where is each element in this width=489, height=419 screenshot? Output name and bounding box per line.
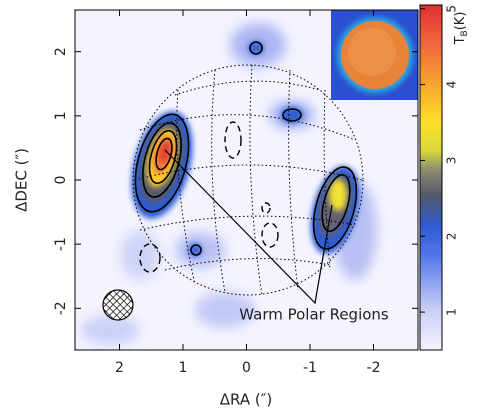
annotation: Warm Polar Regions [239,306,389,324]
x-tick-label: 1 [179,360,188,376]
x-tick-label: -1 [303,360,317,376]
colorbar [420,5,442,350]
x-axis-label: ΔRA (″) [220,391,272,409]
colorbar-tick-label: 3 [445,157,459,165]
figure: Warm Polar Regions TB(K) ΔRA (″) ΔDEC (″… [0,0,489,415]
colorbar-tick-label: 5 [445,5,459,13]
colorbar-label: TB(K) [453,12,470,46]
y-tick-label: 1 [53,111,69,120]
colorbar-tick-label: 1 [445,308,459,316]
colorbar-tick-label: 2 [445,232,459,240]
inset-image [331,10,418,100]
y-tick-label: -1 [53,237,69,251]
x-tick-label: 2 [115,360,124,376]
y-tick-label: 2 [53,47,69,56]
y-axis-label: ΔDEC (″) [13,148,31,212]
colorbar-tick-label: 4 [445,81,459,89]
x-tick-label: 0 [242,360,251,376]
x-tick-label: -2 [367,360,381,376]
beam [103,290,133,320]
y-tick-label: 0 [53,176,69,185]
y-tick-label: -2 [53,301,69,315]
